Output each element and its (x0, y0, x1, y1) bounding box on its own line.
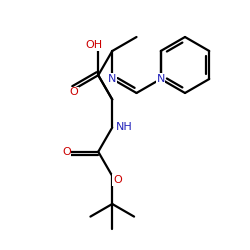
Text: N: N (156, 74, 165, 84)
Text: O: O (113, 175, 122, 185)
Text: N: N (108, 74, 116, 84)
Text: O: O (70, 87, 78, 97)
Text: NH: NH (116, 122, 133, 132)
Text: OH: OH (86, 40, 103, 50)
Text: O: O (62, 147, 71, 157)
